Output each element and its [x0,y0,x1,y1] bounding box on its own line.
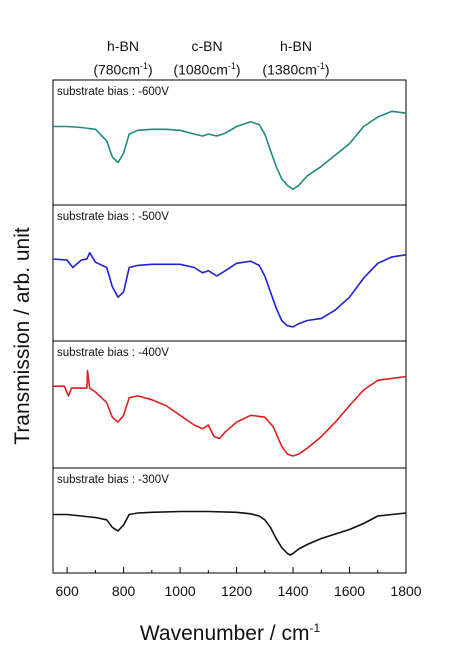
plot-frame [52,79,407,574]
peak-label-cbn-1080-position: (1080cm-1) [173,61,241,78]
y-axis-label: Transmission / arb. unit [11,227,34,445]
peak-label-hbn-1380-name: h-BN [280,38,312,54]
peak-label-cbn-1080: c-BN (1080cm-1) [173,36,240,80]
panel-label-3: substrate bias : -300V [57,474,169,486]
x-axis-label: Wavenumber / cm-1 [139,621,321,645]
spectrum-line-3 [53,510,407,556]
x-tick-label: 1000 [165,583,196,599]
spectrum-line-2 [53,369,407,457]
peak-label-hbn-1380: h-BN (1380cm-1) [262,36,329,80]
x-tick-label: 800 [112,583,136,599]
peak-label-hbn-780: h-BN (780cm-1) [93,36,152,80]
spectrum-line-1 [52,251,407,328]
panel-label-0: substrate bias : -600V [57,86,169,98]
panel-label-2: substrate bias : -400V [57,347,169,359]
panel-label-1: substrate bias : -500V [57,211,169,223]
x-tick-label: 600 [55,583,79,599]
peak-label-hbn-1380-position: (1380cm-1) [262,61,330,78]
x-tick-label: 1800 [390,583,421,599]
x-tick-label: 1200 [221,583,252,599]
spectrum-line-0 [53,110,407,190]
peak-label-cbn-1080-name: c-BN [191,38,223,54]
peak-label-hbn-780-position: (780cm-1) [93,61,153,78]
x-tick-label: 1400 [277,583,308,599]
peak-label-hbn-780-name: h-BN [107,38,139,54]
x-tick-label: 1600 [334,583,365,599]
